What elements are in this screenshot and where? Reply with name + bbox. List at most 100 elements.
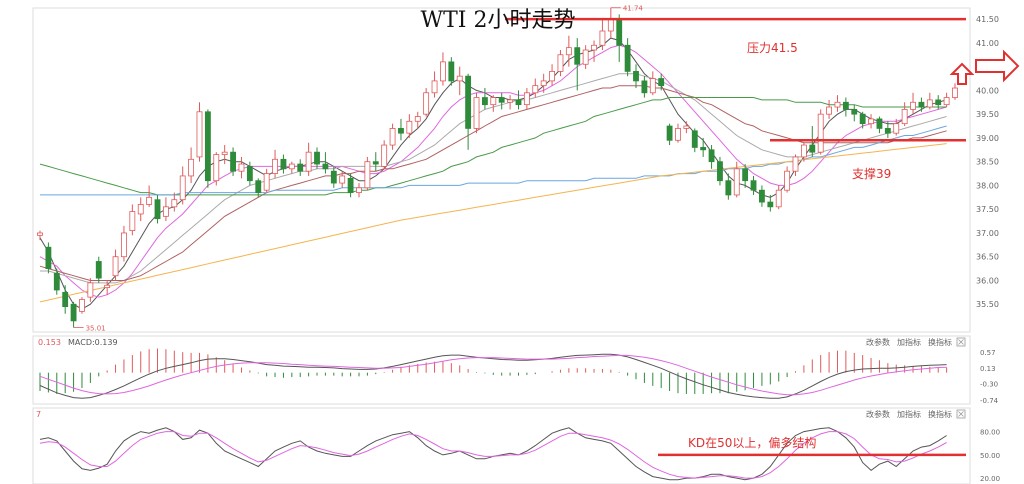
candle-body bbox=[574, 47, 581, 65]
macd-tick-label: 0.13 bbox=[980, 365, 996, 373]
candle-body bbox=[322, 163, 329, 170]
candle-body bbox=[800, 144, 807, 158]
macd-tick-label: -0.74 bbox=[980, 397, 999, 405]
candle-body bbox=[196, 111, 203, 158]
kd-button-switch[interactable]: 换指标 bbox=[928, 409, 952, 419]
candle-body bbox=[154, 199, 161, 220]
candle-body bbox=[431, 80, 438, 94]
candle-body bbox=[633, 70, 639, 82]
candle-body bbox=[926, 99, 933, 108]
price-tick-label: 35.50 bbox=[976, 300, 999, 309]
candle-body bbox=[717, 161, 723, 182]
candle-body bbox=[238, 163, 245, 172]
macd-button-switch[interactable]: 换指标 bbox=[928, 337, 952, 347]
candle-body bbox=[834, 101, 841, 108]
kd-close-icon[interactable] bbox=[956, 409, 966, 419]
kd-button-add[interactable]: 加指标 bbox=[897, 409, 921, 419]
macd-button-params[interactable]: 改参数 bbox=[866, 337, 890, 347]
candle-body bbox=[347, 177, 354, 193]
candle-body bbox=[607, 18, 614, 32]
candle-body bbox=[658, 78, 665, 87]
candle-body bbox=[826, 106, 833, 115]
candle-body bbox=[465, 75, 472, 129]
candle-body bbox=[549, 70, 555, 82]
macd-close-icon[interactable] bbox=[956, 337, 966, 347]
kd-lines bbox=[39, 427, 947, 481]
candle-body bbox=[935, 99, 942, 106]
candle-body bbox=[162, 206, 169, 217]
candle-body bbox=[759, 189, 765, 203]
kd-button-params[interactable]: 改参数 bbox=[866, 409, 890, 419]
candle-body bbox=[146, 196, 153, 205]
macd-y-axis: 0.57 0.13 -0.30 -0.74 bbox=[980, 349, 999, 405]
candle-body bbox=[842, 101, 849, 110]
candle-body bbox=[53, 272, 60, 291]
support-label: 支撑39 bbox=[852, 166, 891, 181]
candle-body bbox=[952, 87, 958, 98]
candle-body bbox=[784, 170, 791, 191]
candle-body bbox=[45, 246, 52, 270]
candle-body bbox=[725, 180, 732, 196]
candle-body bbox=[255, 180, 262, 193]
price-tick-label: 37.00 bbox=[976, 229, 999, 238]
candle-body bbox=[330, 170, 337, 184]
candle-body bbox=[691, 130, 698, 148]
expand-arrow-icon[interactable] bbox=[949, 49, 1020, 85]
price-tick-label: 39.00 bbox=[976, 134, 999, 143]
macd-tick-label: 0.57 bbox=[980, 349, 996, 357]
candle-body bbox=[868, 118, 874, 125]
high-label: 41.74 bbox=[623, 5, 644, 13]
macd-header-value: 0.153 bbox=[38, 338, 61, 347]
macd-line-dea bbox=[39, 354, 947, 396]
candle-body bbox=[557, 54, 564, 72]
candle-body bbox=[87, 282, 94, 298]
candle-body bbox=[230, 151, 236, 172]
chart-title: WTI 2小时走势 bbox=[421, 8, 576, 33]
candle-body bbox=[943, 97, 950, 106]
ma-line-ma10 bbox=[39, 44, 947, 298]
candle-body bbox=[121, 232, 127, 258]
candle-body bbox=[884, 128, 891, 134]
macd-button-add[interactable]: 加指标 bbox=[897, 337, 921, 347]
kd-tick-label: 80.00 bbox=[980, 429, 1000, 437]
candle-body bbox=[775, 189, 782, 208]
candle-body bbox=[137, 204, 144, 215]
candle-body bbox=[246, 166, 253, 182]
candle-body bbox=[624, 44, 631, 72]
candle-body bbox=[398, 128, 404, 134]
kd-line-d bbox=[39, 431, 947, 479]
kd-header-value: 7 bbox=[36, 410, 41, 419]
candle-body bbox=[767, 201, 774, 208]
candle-body bbox=[708, 149, 715, 163]
price-tick-label: 38.50 bbox=[976, 158, 999, 167]
candle-body bbox=[188, 158, 195, 177]
price-tick-label: 39.50 bbox=[976, 110, 999, 119]
candle-body bbox=[910, 101, 916, 110]
candle-body bbox=[423, 92, 430, 115]
kd-panel: 7 改参数 加指标 换指标 80.00 50.00 20.00 KD在50以上，偏多… bbox=[32, 407, 1000, 484]
candle-body bbox=[440, 61, 446, 82]
candle-body bbox=[314, 151, 320, 165]
price-tick-label: 37.50 bbox=[976, 205, 999, 214]
candle-body bbox=[683, 125, 690, 129]
candle-body bbox=[448, 61, 455, 82]
candle-body bbox=[272, 158, 278, 174]
kd-tick-label: 20.00 bbox=[980, 475, 1000, 483]
candle-body bbox=[221, 151, 228, 155]
candle-body bbox=[339, 175, 346, 184]
candle-body bbox=[70, 303, 77, 322]
candle-body bbox=[171, 199, 178, 208]
candle-body bbox=[498, 97, 505, 103]
candle-body bbox=[507, 99, 514, 103]
candlestick-series bbox=[37, 7, 958, 328]
candle-body bbox=[79, 299, 85, 312]
candle-body bbox=[481, 97, 488, 106]
candle-body bbox=[129, 211, 136, 231]
price-tick-label: 41.00 bbox=[976, 39, 999, 48]
macd-line-dif bbox=[39, 353, 947, 399]
candle-body bbox=[456, 75, 463, 82]
candle-body bbox=[876, 118, 883, 129]
price-panel: 41.5041.0040.5040.0039.5039.0038.5038.00… bbox=[32, 5, 999, 333]
candle-body bbox=[733, 168, 740, 196]
